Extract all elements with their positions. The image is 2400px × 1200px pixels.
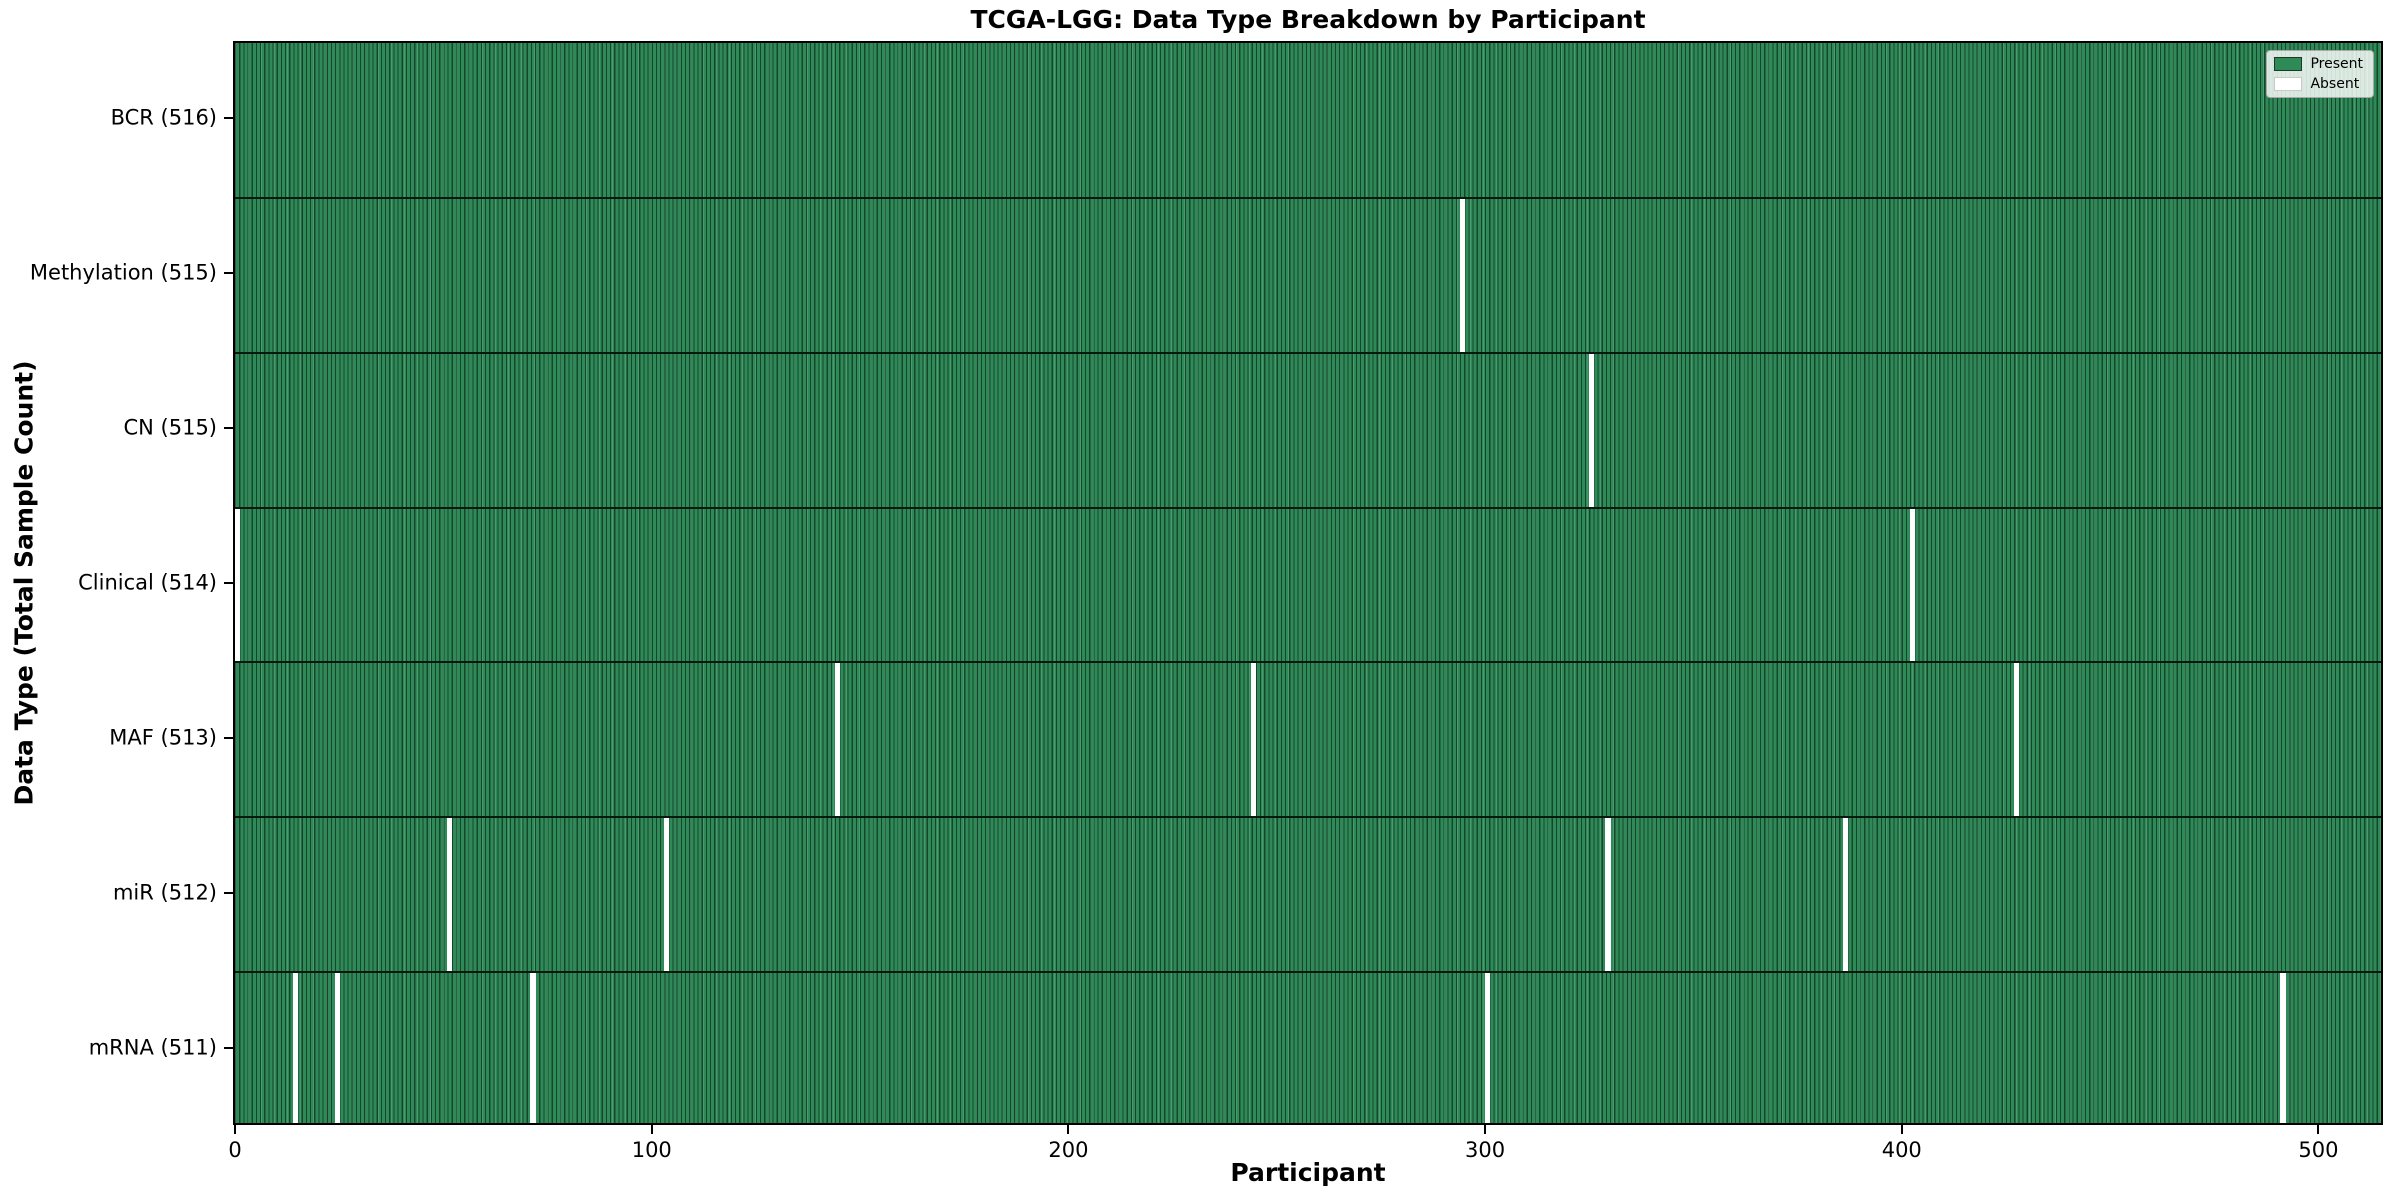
x-tick: [1067, 1125, 1070, 1134]
legend-label-present: Present: [2310, 56, 2363, 72]
absent-marker-mRNA: [530, 972, 536, 1123]
x-tick: [1900, 1125, 1903, 1134]
y-tick-label: Methylation (515): [29, 260, 217, 285]
absent-marker-miR: [447, 817, 453, 973]
y-axis-label: Data Type (Total Sample Count): [9, 360, 39, 806]
y-tick-label: CN (515): [123, 415, 217, 440]
y-tick: [224, 891, 233, 894]
legend-entry-present: Present: [2274, 56, 2363, 72]
row-divider: [235, 661, 2381, 664]
y-tick-label: BCR (516): [110, 105, 217, 130]
legend-entry-absent: Absent: [2274, 76, 2363, 92]
y-tick: [224, 272, 233, 275]
y-tick-label: mRNA (511): [88, 1035, 217, 1060]
absent-marker-MAF: [834, 662, 840, 818]
y-tick-label: MAF (513): [109, 725, 217, 750]
y-tick: [224, 427, 233, 430]
x-tick: [2317, 1125, 2320, 1134]
plot-area: Present Absent: [233, 41, 2383, 1125]
absent-marker-CN: [1588, 352, 1594, 508]
absent-marker-Clinical: [235, 507, 240, 663]
row-divider: [235, 196, 2381, 199]
row-divider: [235, 351, 2381, 354]
y-tick: [224, 582, 233, 584]
x-tick-label: 100: [631, 1138, 672, 1162]
y-tick: [224, 117, 233, 120]
absent-marker-MAF: [2013, 662, 2019, 818]
absent-marker-mRNA: [334, 972, 340, 1123]
legend-label-absent: Absent: [2310, 76, 2360, 92]
present-swatch-icon: [2274, 57, 2303, 71]
y-tick-label: Clinical (514): [78, 570, 217, 595]
x-tick-label: 300: [1465, 1138, 1506, 1162]
x-tick: [650, 1125, 653, 1134]
absent-marker-mRNA: [292, 972, 299, 1123]
absent-marker-miR: [663, 817, 669, 973]
absent-marker-mRNA: [1484, 972, 1490, 1123]
x-tick-label: 500: [2298, 1138, 2339, 1162]
absent-marker-Clinical: [1909, 507, 1915, 663]
x-tick-label: 200: [1048, 1138, 1089, 1162]
absent-marker-mRNA: [2280, 972, 2286, 1123]
absent-marker-miR: [1605, 817, 1611, 973]
chart-title: TCGA-LGG: Data Type Breakdown by Partici…: [970, 5, 1646, 34]
absent-marker-Methylation: [1459, 197, 1465, 353]
absent-swatch-icon: [2274, 77, 2303, 91]
row-divider: [235, 816, 2381, 819]
y-tick: [224, 736, 233, 739]
x-tick: [1484, 1125, 1487, 1134]
y-tick-label: miR (512): [112, 880, 217, 905]
x-tick-label: 0: [228, 1138, 242, 1162]
row-divider: [235, 971, 2381, 974]
row-divider: [235, 506, 2381, 509]
x-axis-label: Participant: [1230, 1158, 1386, 1187]
absent-marker-miR: [1842, 817, 1849, 973]
x-tick: [234, 1125, 237, 1134]
absent-marker-MAF: [1251, 662, 1257, 818]
y-tick: [224, 1046, 233, 1049]
x-tick-label: 400: [1881, 1138, 1922, 1162]
legend: Present Absent: [2266, 50, 2374, 98]
